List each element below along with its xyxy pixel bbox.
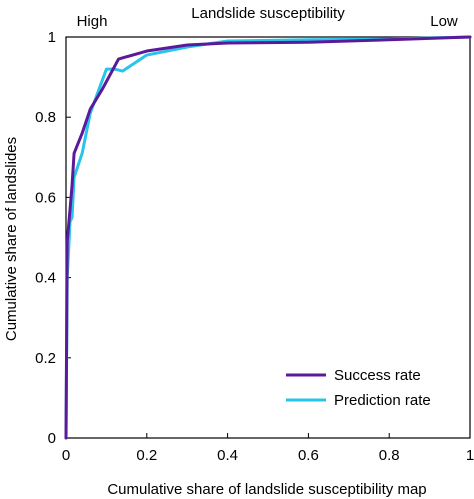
legend-label-prediction-rate: Prediction rate <box>334 392 431 409</box>
y-tick-label: 0.2 <box>35 350 56 367</box>
x-axis-title: Cumulative share of landslide susceptibi… <box>107 481 426 498</box>
legend-label-success-rate: Success rate <box>334 367 421 384</box>
x-tick-label: 1 <box>466 447 474 464</box>
y-tick-label: 0.6 <box>35 189 56 206</box>
y-tick-label: 0.4 <box>35 270 56 287</box>
series-line-prediction-rate <box>64 35 472 440</box>
x-tick-label: 0.2 <box>136 447 157 464</box>
y-tick-label: 0.8 <box>35 109 56 126</box>
x-tick-label: 0 <box>62 447 70 464</box>
low-label: Low <box>430 13 458 30</box>
high-label: High <box>77 13 108 30</box>
x-tick-label: 0.4 <box>217 447 238 464</box>
x-tick-label: 0.8 <box>379 447 400 464</box>
y-tick-label: 1 <box>48 29 56 46</box>
legend: Success rate Prediction rate <box>286 367 431 409</box>
x-tick-label: 0.6 <box>298 447 319 464</box>
chart-title: Landslide susceptibility <box>191 5 345 22</box>
y-tick-label: 0 <box>48 430 56 447</box>
series-line-success-rate <box>64 35 472 440</box>
plot-axes <box>65 36 471 439</box>
axis-ticks: 0 0.2 0.4 0.6 0.8 1 0 0.2 0.4 0.6 0.8 1 <box>35 29 474 464</box>
plot-frame <box>65 36 471 439</box>
chart-series <box>64 35 472 440</box>
y-axis-title: Cumulative share of landslides <box>3 137 20 341</box>
